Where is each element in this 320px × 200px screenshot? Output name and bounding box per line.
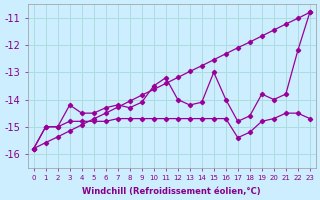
X-axis label: Windchill (Refroidissement éolien,°C): Windchill (Refroidissement éolien,°C)	[83, 187, 261, 196]
